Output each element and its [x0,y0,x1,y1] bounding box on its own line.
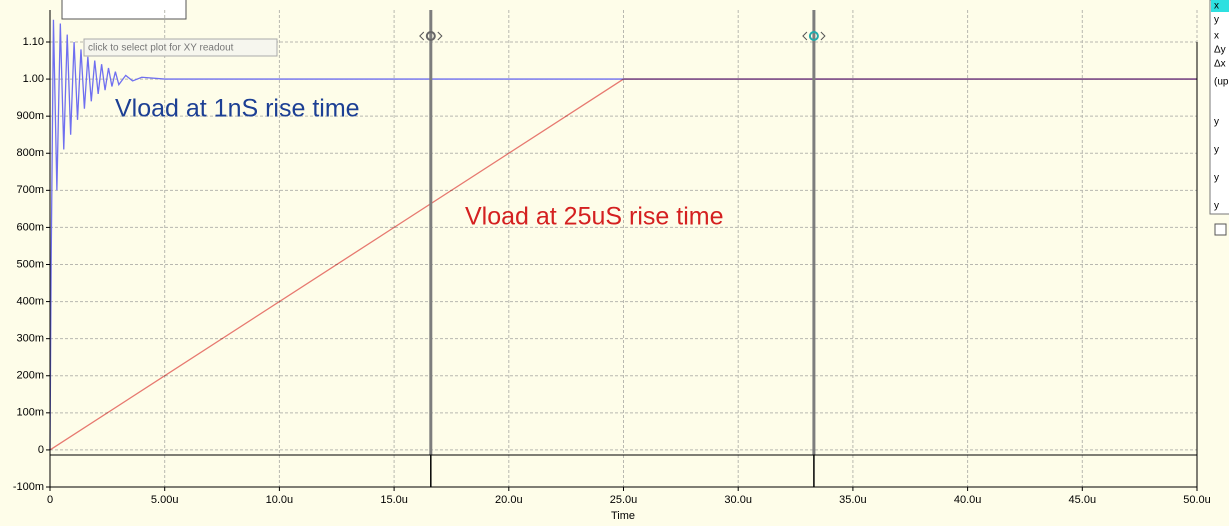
checkbox[interactable] [1214,223,1227,236]
y-tick-label: 300m [16,333,44,345]
annotation: Vload at 1nS rise time [115,95,360,123]
header-box [61,0,187,20]
y-tick-label: 900m [16,110,44,122]
panel-label: y [1214,173,1219,184]
x-tick-label: 20.0u [495,494,523,506]
y-tick-label: 400m [16,295,44,307]
panel-label: Δx [1214,59,1226,70]
x-tick-label: 50.0u [1183,494,1211,506]
tooltip-box [83,38,278,57]
cursor-arrows [419,31,443,41]
annotation: Vload at 25uS rise time [465,203,723,231]
y-tick-label: 200m [16,370,44,382]
x-tick-label: 40.0u [954,494,982,506]
y-tick-label: 500m [16,258,44,270]
panel-label: x [1214,31,1219,42]
panel-frame [1209,0,1229,215]
y-tick-label: 800m [16,147,44,159]
y-tick-label: 0 [38,444,44,456]
panel-label: y [1214,201,1219,212]
cursor-handle [808,31,819,41]
panel-label: y [1214,145,1219,156]
x-tick-label: 10.0u [266,494,294,506]
series-line [49,19,1197,450]
y-tick-label: 600m [16,221,44,233]
y-tick-label: 1.00 [23,73,44,85]
panel-label: y [1214,117,1219,128]
y-tick-label: 100m [16,407,44,419]
panel-label: x [1214,1,1219,12]
x-tick-label: 0 [47,494,53,506]
panel-label: Δy [1214,45,1226,56]
series-line [49,78,1197,451]
x-tick-label: 15.0u [380,494,408,506]
panel-cell-active [1211,0,1229,12]
x-axis-label: Time [611,510,635,522]
x-tick-label: 45.0u [1069,494,1097,506]
tooltip: click to select plot for XY readout [88,43,234,54]
x-tick-label: 25.0u [610,494,638,506]
x-tick-label: 5.00u [151,494,179,506]
panel-label: (up [1214,77,1229,88]
y-tick-label: 1.10 [23,36,44,48]
x-tick-label: 30.0u [724,494,752,506]
y-tick-label: -100m [13,481,44,493]
y-tick-label: 700m [16,184,44,196]
cursor-handle [425,31,436,41]
panel-label: y [1214,15,1219,26]
x-tick-label: 35.0u [839,494,867,506]
cursor-arrows [802,31,826,41]
